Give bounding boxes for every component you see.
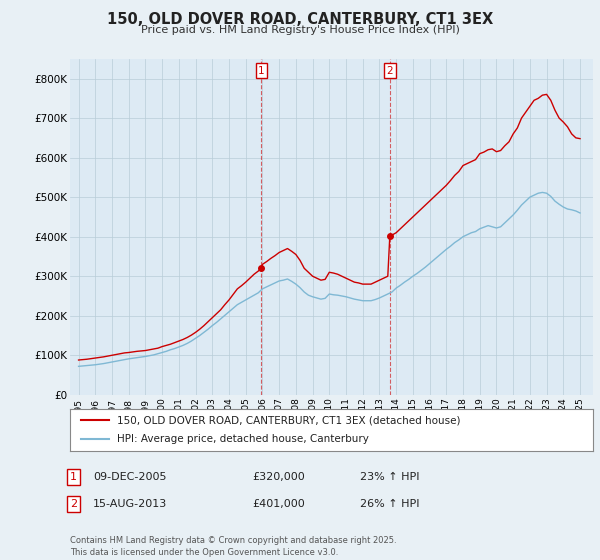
Text: Price paid vs. HM Land Registry's House Price Index (HPI): Price paid vs. HM Land Registry's House … <box>140 25 460 35</box>
Text: 150, OLD DOVER ROAD, CANTERBURY, CT1 3EX: 150, OLD DOVER ROAD, CANTERBURY, CT1 3EX <box>107 12 493 27</box>
Text: Contains HM Land Registry data © Crown copyright and database right 2025.
This d: Contains HM Land Registry data © Crown c… <box>70 536 397 557</box>
Text: 09-DEC-2005: 09-DEC-2005 <box>93 472 167 482</box>
Text: 2: 2 <box>70 499 77 509</box>
Text: £320,000: £320,000 <box>252 472 305 482</box>
Text: 23% ↑ HPI: 23% ↑ HPI <box>360 472 419 482</box>
Text: 1: 1 <box>258 66 265 76</box>
Text: 26% ↑ HPI: 26% ↑ HPI <box>360 499 419 509</box>
Text: 1: 1 <box>70 472 77 482</box>
Text: £401,000: £401,000 <box>252 499 305 509</box>
Text: 150, OLD DOVER ROAD, CANTERBURY, CT1 3EX (detached house): 150, OLD DOVER ROAD, CANTERBURY, CT1 3EX… <box>117 415 461 425</box>
Text: 2: 2 <box>386 66 393 76</box>
Text: 15-AUG-2013: 15-AUG-2013 <box>93 499 167 509</box>
Text: HPI: Average price, detached house, Canterbury: HPI: Average price, detached house, Cant… <box>117 435 369 445</box>
